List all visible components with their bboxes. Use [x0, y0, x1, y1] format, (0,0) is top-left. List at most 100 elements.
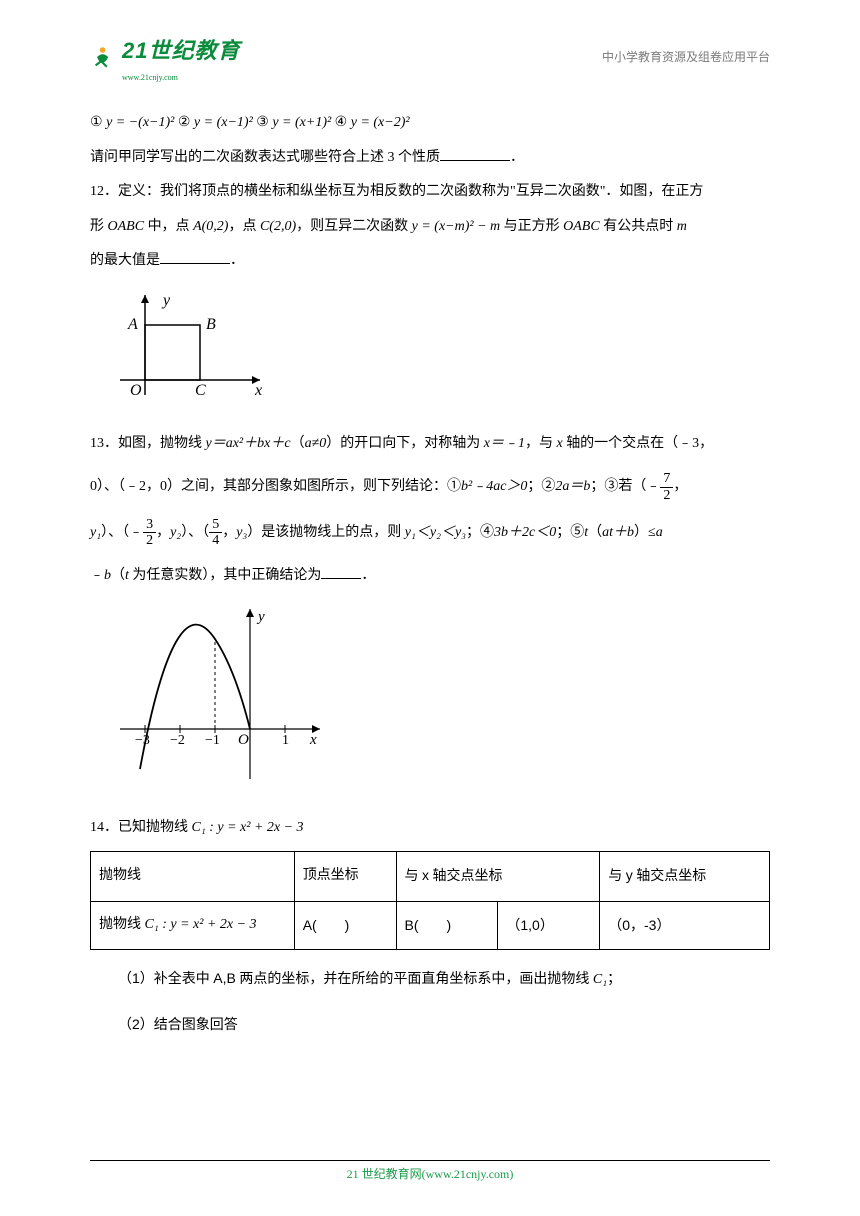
q13-diag-O: O: [238, 732, 249, 748]
footer-line: [90, 1160, 770, 1161]
q13-ax: x＝﹣1: [484, 436, 525, 451]
q13-fr2: 32: [143, 517, 156, 549]
q12-line3: 的最大值是 ．: [90, 248, 770, 275]
q12-m: m: [677, 219, 687, 234]
q13-c5e: ≤a: [648, 525, 663, 540]
q13-l3f: ，: [222, 525, 236, 540]
q13-l2a: 0）、（﹣2，0）之间，其部分图象如图所示，则下列结论：①: [90, 479, 461, 494]
footer-text: 21 世纪教育网(www.21cnjy.com): [0, 1163, 860, 1186]
q12-diag-O: O: [130, 382, 142, 399]
q13-c5c: at＋b: [602, 525, 634, 540]
q14-s1c: ；: [607, 972, 621, 987]
q13-l3j: ；⑤: [556, 525, 584, 540]
r1a: 抛物线: [99, 917, 145, 932]
table-cell-h3: 与 x 轴交点坐标: [396, 852, 600, 902]
q12-diagram: y A B O C x: [110, 285, 770, 416]
table-h3-text: 与 x 轴交点坐标: [405, 869, 503, 884]
table-row: 抛物线 顶点坐标 与 x 轴交点坐标 与 y 轴交点坐标: [91, 852, 770, 902]
q12-diag-x: x: [254, 382, 262, 399]
q14-table: 抛物线 顶点坐标 与 x 轴交点坐标 与 y 轴交点坐标 抛物线 C₁ : y …: [90, 851, 770, 949]
q13-fr3: 54: [209, 517, 222, 549]
table-cell-h4: 与 y 轴交点坐标: [600, 852, 770, 902]
q13-l1e: 轴的一个交点在（﹣3，: [563, 436, 714, 451]
q12-diag-B: B: [206, 316, 216, 333]
q13-line4: ﹣b（t 为任意实数），其中正确结论为．: [90, 563, 770, 590]
q11-line1: ① y = −(x−1)² ② y = (x−1)² ③ y = (x+1)² …: [90, 110, 770, 137]
q11-c4: ④: [335, 115, 348, 130]
q13-l4f: ．: [361, 568, 375, 583]
q13-line3: y₁）、（﹣32，y₂）、（54，y₃）是该抛物线上的点，则 y₁＜y₂＜y₃；…: [90, 517, 770, 549]
q12-oabc2: OABC: [563, 219, 600, 234]
q13-fr1n: 7: [660, 471, 673, 487]
r1eq: C₁ : y = x² + 2x − 3: [145, 917, 257, 932]
q12-diag-C: C: [195, 382, 206, 399]
q13-y2: y₂: [170, 525, 181, 540]
q12-l2c: ，点: [228, 219, 260, 234]
q13-l2c: ；③若（﹣: [590, 479, 660, 494]
q12-line2: 形 OABC 中，点 A(0,2)，点 C(2,0)，则互异二次函数 y = (…: [90, 214, 770, 241]
q11-blank: [440, 145, 510, 161]
q13-diag-x: x: [309, 732, 317, 748]
q13-l1a: 13．如图，抛物线: [90, 436, 206, 451]
q12-C: C(2,0): [260, 219, 296, 234]
table-cell-r2: A( ): [294, 902, 396, 950]
q14-l1: 14．已知抛物线: [90, 820, 192, 835]
q14-s1b: C₁: [593, 972, 607, 987]
q13-l4b: b: [104, 568, 111, 583]
q12-line1: 12．定义：我们将顶点的横坐标和纵坐标互为相反数的二次函数称为"互异二次函数"．…: [90, 179, 770, 206]
q12-l2a: 形: [90, 219, 108, 234]
q11-l2b: ．: [510, 150, 524, 165]
q12-blank: [160, 248, 230, 264]
table-cell-r5: （0，-3）: [600, 902, 770, 950]
q13-line1: 13．如图，抛物线 y＝ax²＋bx＋c（a≠0）的开口向下，对称轴为 x＝﹣1…: [90, 431, 770, 458]
q13-l4c: （: [111, 568, 125, 583]
q12-l3b: ．: [230, 253, 244, 268]
q13-neq: a≠0: [305, 436, 327, 451]
q13-fr3d: 4: [209, 533, 222, 548]
q13-line2: 0）、（﹣2，0）之间，其部分图象如图所示，则下列结论：①b²﹣4ac＞0；②2…: [90, 471, 770, 503]
logo-text-main: 21世纪教育: [122, 38, 240, 63]
q13-l3e: ）、（: [181, 525, 209, 540]
q12-l2e: 与正方形: [500, 219, 563, 234]
q13-l1d: ，与: [525, 436, 557, 451]
logo-text-wrap: 21世纪教育 www.21cnjy.com: [122, 30, 240, 85]
q12-l2b: 中，点: [144, 219, 193, 234]
q13-c5d: ）: [634, 525, 648, 540]
q11-c3: ③: [256, 115, 269, 130]
table-cell-r3: B( ): [396, 902, 498, 950]
q13-l1c: ）的开口向下，对称轴为: [326, 436, 484, 451]
q13-diag-n3: −3: [135, 733, 150, 748]
q13-c5b: （: [588, 525, 602, 540]
q13-l3i: ；④: [466, 525, 494, 540]
table-h4-text: 与 y 轴交点坐标: [608, 869, 706, 884]
q11-eq2: y = (x−1)²: [194, 115, 253, 130]
q13-l1b: （: [291, 436, 305, 451]
table-cell-h2: 顶点坐标: [294, 852, 396, 902]
q13-l2b: ；②: [527, 479, 555, 494]
table-cell-r4: （1,0）: [498, 902, 600, 950]
q13-diagram: y O x −3 −2 −1 1: [110, 599, 770, 800]
q14-s2: （2）结合图象回答: [118, 1018, 238, 1033]
q14-sub2: （2）结合图象回答: [90, 1011, 770, 1040]
q13-fr1: 72: [660, 471, 673, 503]
q13-l2d: ，: [673, 479, 687, 494]
q13-c4: 3b＋2c＜0: [494, 525, 556, 540]
q11-c1: ①: [90, 115, 103, 130]
logo-text-sub: www.21cnjy.com: [122, 70, 240, 85]
table-cell-h1: 抛物线: [91, 852, 295, 902]
q12-l3: 的最大值是: [90, 253, 160, 268]
q13-y3: y₃: [236, 525, 247, 540]
q13-c2: 2a＝b: [555, 479, 590, 494]
q14-s1a: （1）补全表中 A,B 两点的坐标，并在所给的平面直角坐标系中，画出抛物线: [118, 972, 593, 987]
logo: 21世纪教育 www.21cnjy.com: [90, 30, 240, 85]
q11-eq1: y = −(x−1)²: [106, 115, 174, 130]
q11-line2: 请问甲同学写出的二次函数表达式哪些符合上述 3 个性质．: [90, 145, 770, 172]
q14-eq: C₁ : y = x² + 2x − 3: [192, 820, 304, 835]
q13-l4a: ﹣: [90, 568, 104, 583]
q12-l2d: ，则互异二次函数: [296, 219, 412, 234]
page-header: 21世纪教育 www.21cnjy.com 中小学教育资源及组卷应用平台: [90, 30, 770, 85]
q12-eq: y = (x−m)² − m: [412, 219, 501, 234]
q13-fr3n: 5: [209, 517, 222, 533]
q13-fr2d: 2: [143, 533, 156, 548]
content: ① y = −(x−1)² ② y = (x−1)² ③ y = (x+1)² …: [90, 110, 770, 1040]
